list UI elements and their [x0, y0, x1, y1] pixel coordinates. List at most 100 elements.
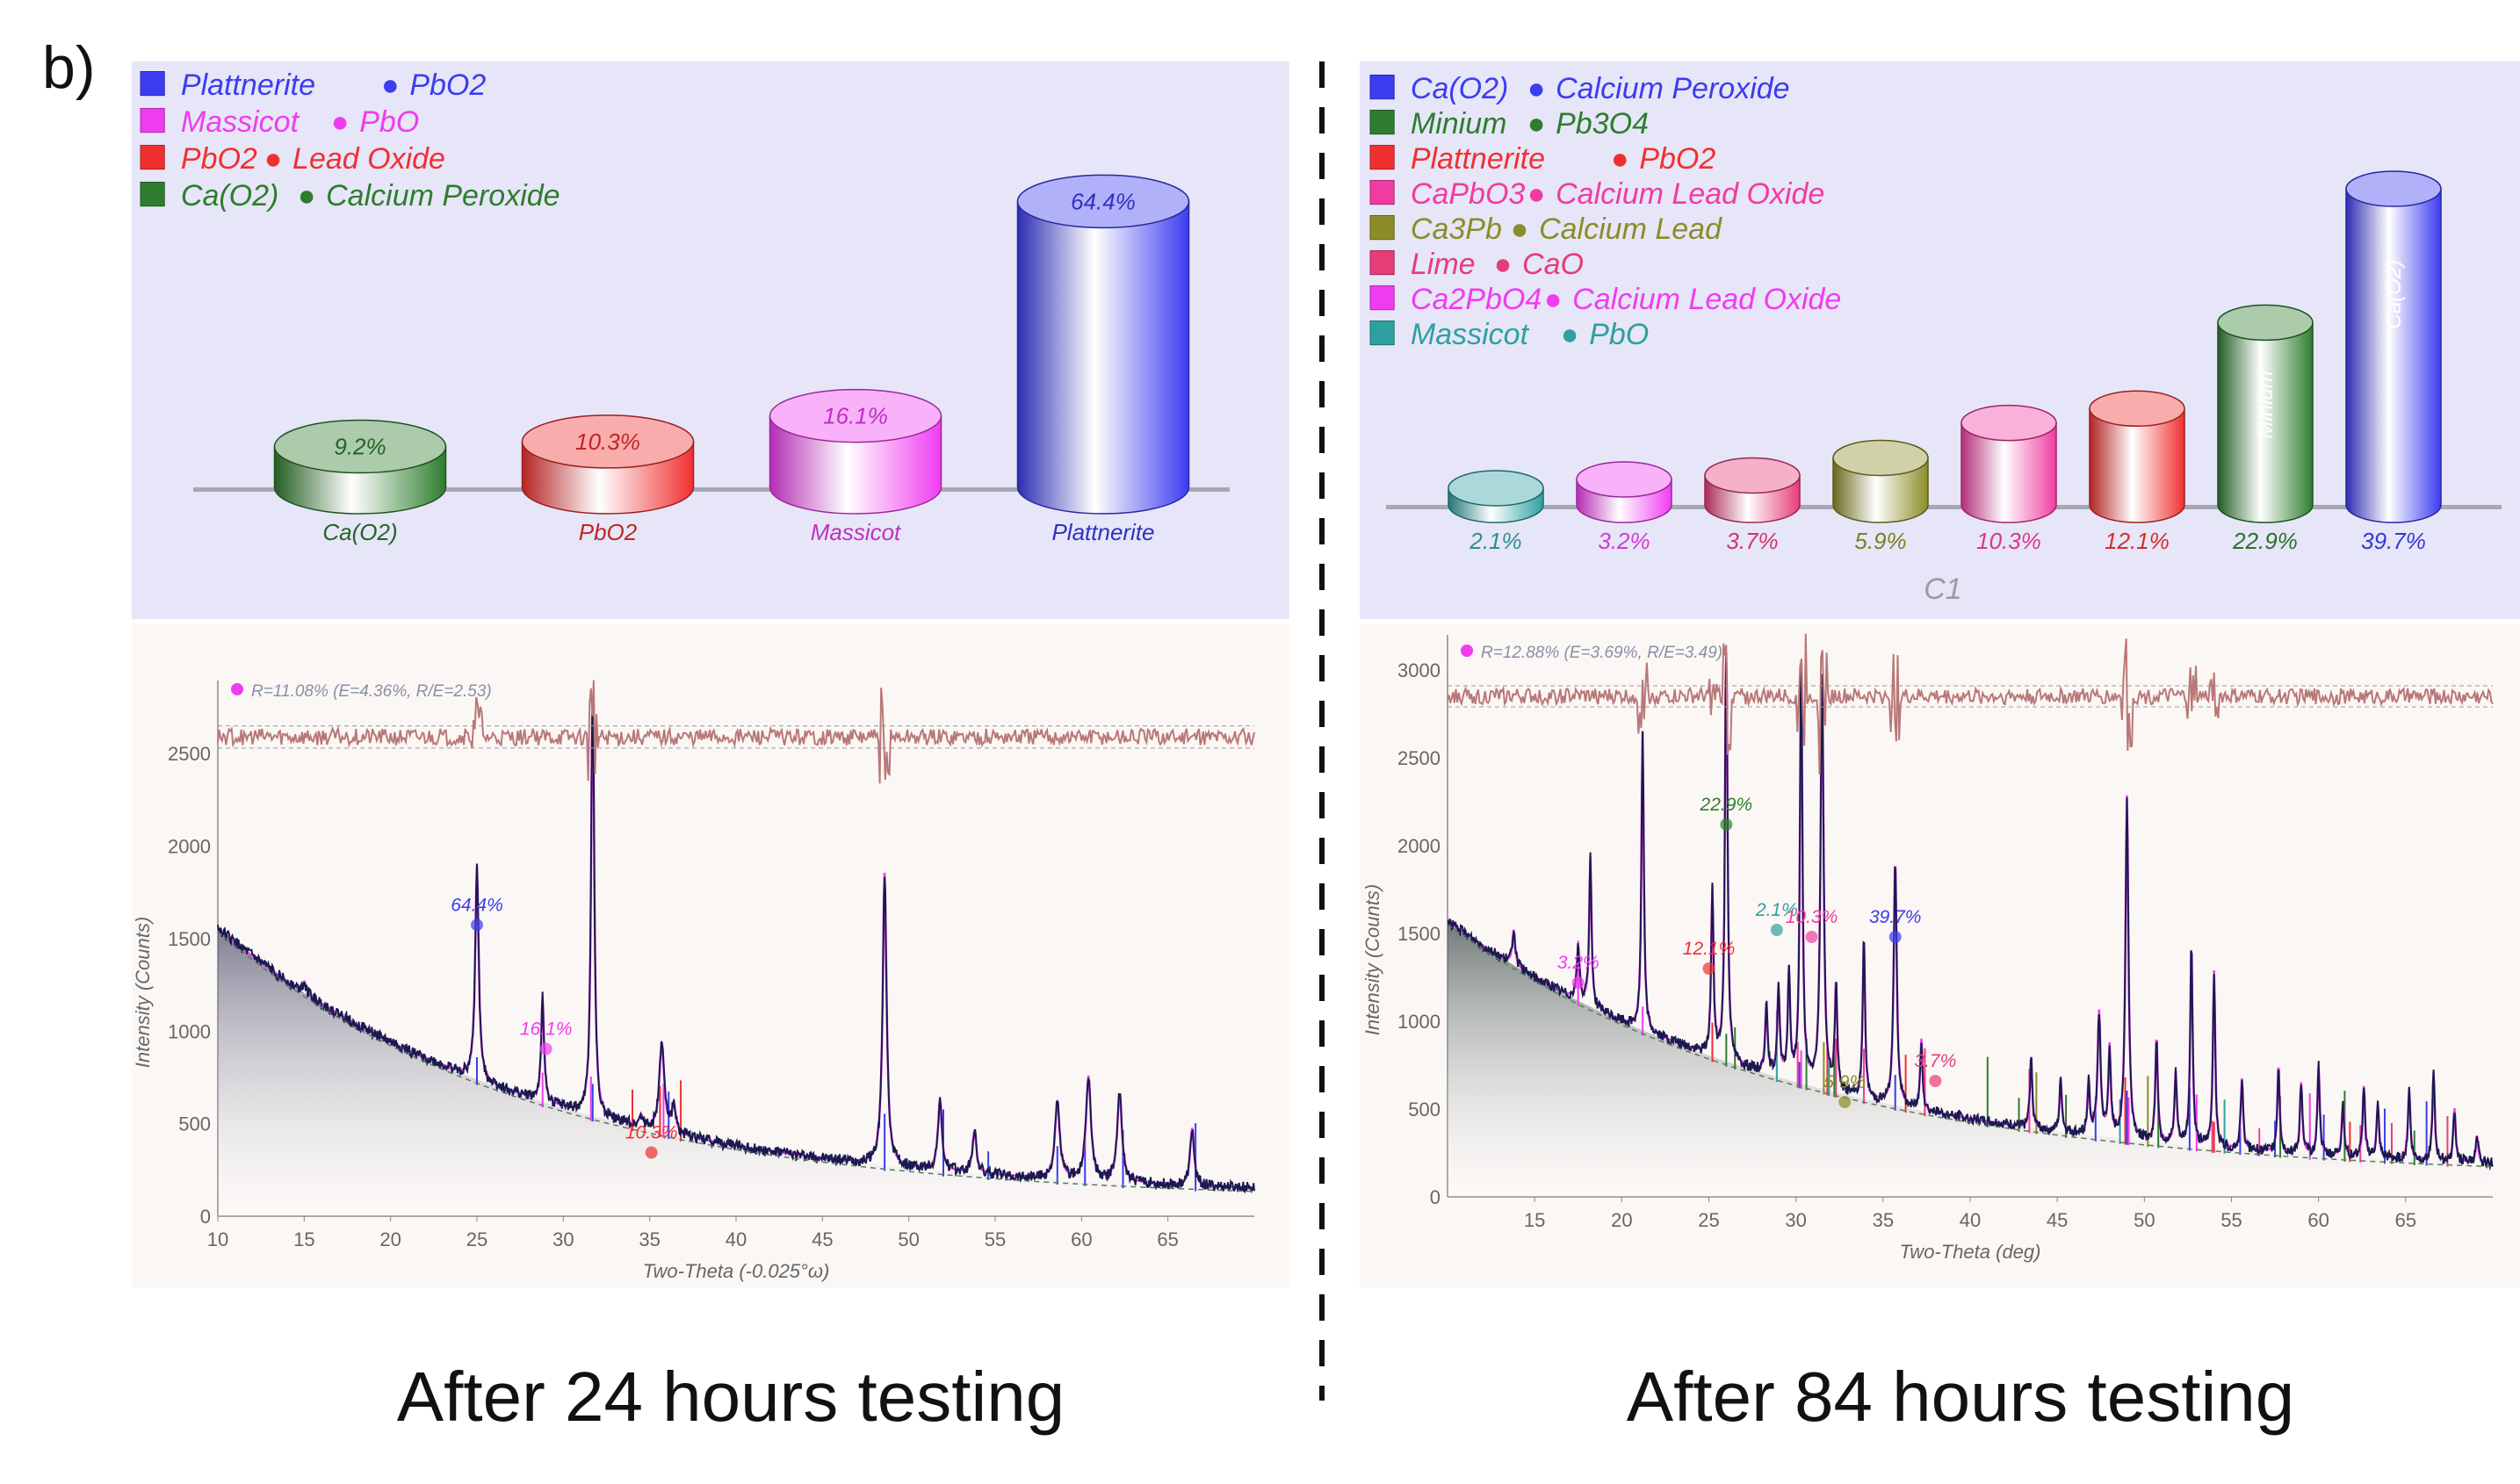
bar-ca3pb: 5.9% [1832, 439, 1929, 554]
bar-value-label: 9.2% [334, 433, 386, 459]
annotation-marker [1720, 818, 1733, 831]
peak-annotation: 64.4% [451, 895, 503, 915]
x-tick-label: 65 [2395, 1209, 2416, 1231]
legend-dot: ● [1527, 177, 1546, 211]
y-tick-label: 2500 [1397, 747, 1441, 769]
bar-value-label: 3.2% [1598, 528, 1650, 554]
annotation-marker [1702, 962, 1715, 975]
x-tick-label: 45 [2047, 1209, 2068, 1231]
y-tick-label: 1000 [1397, 1011, 1441, 1033]
annotation-marker [645, 1146, 658, 1159]
legend-swatch [1369, 109, 1395, 135]
legend-phase: Ca(O2) [181, 179, 278, 213]
bar-value-label: 16.1% [823, 403, 888, 429]
y-tick-label: 0 [1430, 1186, 1441, 1208]
x-tick-label: 50 [2134, 1209, 2155, 1231]
r-label-marker [231, 682, 243, 695]
bar-body [2217, 321, 2314, 523]
legend-formula: Calcium Peroxide [326, 179, 560, 213]
x-tick-label: 25 [1698, 1209, 1719, 1231]
x-tick-label: 60 [1071, 1228, 1092, 1250]
right-bar-chart: 2.1% 3.2% 3.7% 5.9% 10.3% 12.1% 22.9% Minium 39.… [1386, 170, 2502, 554]
legend-phase: Lime [1411, 248, 1476, 281]
bar-capbo3: 10.3% [1960, 404, 2057, 554]
x-tick-label: 15 [1524, 1209, 1545, 1231]
annotation-marker [471, 918, 483, 932]
legend-dot: ● [1544, 283, 1563, 316]
r-factor-label: R=12.88% (E=3.69%, R/E=3.49) [1481, 644, 1722, 662]
y-axis-label: Intensity (Counts) [1361, 884, 1383, 1035]
right-caption: After 84 hours testing [1627, 1358, 2294, 1436]
bar-top [769, 388, 942, 443]
legend-dot: ● [1561, 318, 1579, 351]
x-tick-label: 10 [207, 1228, 228, 1250]
x-tick-label: 55 [985, 1228, 1006, 1250]
y-tick-label: 1000 [168, 1020, 211, 1042]
bar-value-label: 2.1% [1469, 528, 1521, 554]
bar-category-label: Plattnerite [1051, 519, 1154, 545]
legend-dot: ● [1511, 213, 1529, 246]
legend-swatch [1369, 320, 1395, 346]
peak-annotation: 10.3% [625, 1123, 678, 1143]
legend-dot: ● [1494, 248, 1513, 281]
x-tick-label: 65 [1157, 1228, 1178, 1250]
legend-phase: Ca2PbO4 [1411, 283, 1542, 316]
peak-annotation: 39.7% [1869, 907, 1922, 927]
legend-dot: ● [381, 68, 400, 102]
right-xrd-pattern: 0 500 1000 1500 2000 2500 3000 15 20 25 30 35 40 45 50… [1361, 633, 2494, 1263]
legend-dot: ● [1527, 107, 1546, 140]
legend-phase: Ca(O2) [1411, 72, 1508, 105]
bar-inside-label: Minium [2254, 371, 2278, 438]
bar-value-label: 5.9% [1854, 528, 1906, 554]
y-tick-label: 500 [178, 1113, 211, 1135]
bar-top [1704, 457, 1801, 494]
bar-top [1960, 404, 2057, 442]
bar-value-label: 10.3% [1976, 528, 2041, 554]
x-tick-label: 45 [812, 1228, 833, 1250]
y-tick-label: 500 [1408, 1099, 1441, 1120]
legend-swatch [1369, 285, 1395, 311]
legend-formula: Pb3O4 [1556, 107, 1649, 140]
bar-category-label: PbO2 [579, 519, 638, 545]
peak-annotation: 22.9% [1700, 795, 1753, 815]
legend-swatch [1369, 74, 1395, 100]
bar-top [2217, 304, 2314, 342]
bar-plattnerite: 64.4% Plattnerite [1016, 174, 1190, 545]
annotation-marker [1888, 931, 1902, 943]
r-factor-label: R=11.08% (E=4.36%, R/E=2.53) [251, 682, 492, 701]
peak-annotation: 3.7% [1914, 1051, 1956, 1071]
phase-stick-lines [476, 1057, 1197, 1192]
x-tick-label: 60 [2307, 1209, 2329, 1231]
x-tick-label: 25 [466, 1228, 487, 1250]
annotation-marker [1838, 1096, 1852, 1108]
bar-top [2089, 390, 2185, 428]
legend-formula: CaO [1522, 248, 1584, 281]
bar-top [273, 419, 447, 474]
right-sample-label: C1 [1924, 573, 1961, 606]
x-tick-label: 20 [379, 1228, 401, 1250]
x-tick-label: 35 [639, 1228, 660, 1250]
legend-swatch [1369, 179, 1395, 205]
bar-body [1960, 421, 2057, 523]
x-tick-label: 30 [1785, 1209, 1806, 1231]
background-fill [1448, 921, 2493, 1197]
bar-pbo2: 10.3% PbO2 [521, 414, 695, 545]
y-tick-label: 3000 [1397, 659, 1441, 681]
legend-phase: Plattnerite [1411, 142, 1545, 176]
x-tick-label: 15 [293, 1228, 314, 1250]
annotation-marker [1805, 931, 1818, 943]
x-axis-label: Two-Theta (-0.025°ω) [643, 1260, 830, 1282]
bar-body [2089, 407, 2185, 523]
bar-massicot: 16.1% Massicot [769, 388, 942, 545]
legend-swatch [140, 144, 165, 170]
legend-swatch [1369, 249, 1395, 276]
observed-profile [1447, 652, 2494, 1171]
y-tick-label: 2500 [168, 743, 211, 765]
peak-annotation: 16.1% [520, 1019, 573, 1040]
bar-value-label: 10.3% [575, 429, 640, 455]
bar-minium: 22.9% Minium [2217, 304, 2314, 554]
legend-dot: ● [331, 105, 350, 139]
